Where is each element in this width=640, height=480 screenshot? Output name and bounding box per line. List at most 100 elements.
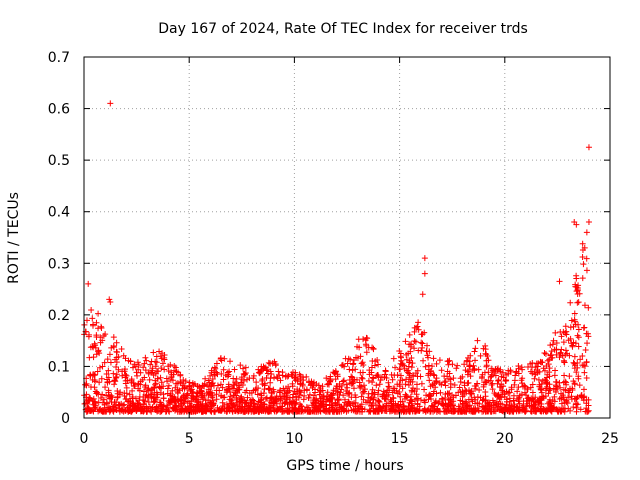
data-point [91,398,98,405]
data-point [254,391,261,398]
data-point [177,396,184,403]
data-point [177,372,184,379]
data-point [157,399,164,406]
data-point [136,387,143,394]
data-point [401,407,408,414]
data-point [503,396,510,403]
data-point [480,345,487,352]
data-point [426,348,433,355]
data-point [365,377,372,384]
data-point [472,357,479,364]
data-point [199,408,206,415]
data-point [196,401,203,408]
data-point [98,375,105,382]
data-point [275,368,282,375]
data-point [463,358,470,365]
data-point [143,408,150,415]
data-point [284,389,291,396]
data-point [472,396,479,403]
data-point [430,390,437,397]
data-point [508,386,515,393]
data-point [218,392,225,399]
data-point [560,328,567,335]
data-point [110,370,117,377]
data-point [482,379,489,386]
data-point [349,361,356,368]
data-point [104,356,111,363]
data-point [116,391,123,398]
data-point [353,376,360,383]
data-point [524,386,531,393]
data-point [121,368,128,375]
data-point [562,387,569,394]
data-point [398,361,405,368]
data-point [581,244,588,251]
data-point [252,408,259,415]
data-point [158,379,165,386]
data-point [502,404,509,411]
y-axis-label: ROTI / TECUs [6,192,22,284]
data-point [585,304,592,311]
data-point [124,377,131,384]
data-point [524,363,531,370]
data-point [531,401,538,408]
data-point [186,383,193,390]
data-point [200,382,207,389]
data-point [369,374,376,381]
data-point [466,363,473,370]
data-point [127,358,134,365]
data-point [581,369,588,376]
x-tick-labels: 0 5 10 15 20 25 [80,431,619,447]
data-point [482,389,489,396]
data-point [154,375,161,382]
data-point [152,370,159,377]
data-point [562,347,569,354]
data-point [486,406,493,413]
data-point [346,390,353,397]
data-point [397,372,404,379]
data-point [389,376,396,383]
data-point [152,380,159,387]
data-point [227,358,234,365]
data-point [515,384,522,391]
data-point [375,406,382,413]
data-point [156,405,163,412]
data-point [398,408,405,415]
data-point [509,407,516,414]
data-point [479,397,486,404]
data-point [441,379,448,386]
data-point [521,389,528,396]
data-point [202,375,209,382]
data-point [547,342,554,349]
data-point [172,384,179,391]
data-point [134,400,141,407]
data-point [530,405,537,412]
data-point [545,390,552,397]
data-point [369,379,376,386]
data-point [424,342,431,349]
data-point [142,367,149,374]
data-point [478,373,485,380]
data-point [560,357,567,364]
data-point [525,394,532,401]
data-point [418,331,425,338]
data-point [450,375,457,382]
data-point [506,395,513,402]
data-point [310,397,317,404]
data-point [296,387,303,394]
data-point [94,389,101,396]
data-point [320,392,327,399]
data-point [438,381,445,388]
data-point [269,404,276,411]
data-point [158,365,165,372]
data-point [122,371,129,378]
data-point [569,342,576,349]
data-point [495,392,502,399]
data-point [466,358,473,365]
data-point [441,373,448,380]
data-point [338,362,345,369]
data-point [530,398,537,405]
data-point [553,340,560,347]
data-point [150,349,157,356]
data-point [308,378,315,385]
